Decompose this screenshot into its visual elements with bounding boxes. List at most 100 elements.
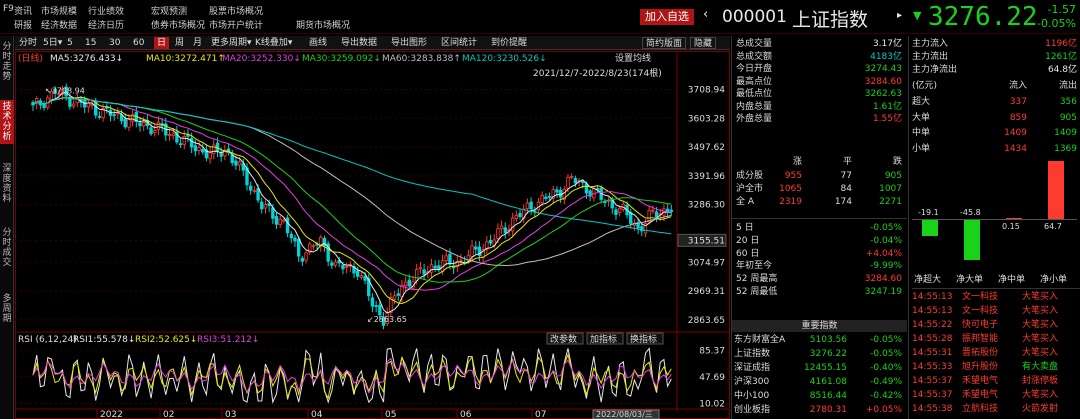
rsi-switch-indicator-button[interactable] (626, 332, 664, 345)
candle-up (90, 104, 94, 106)
period-tab[interactable]: 60 (133, 38, 145, 48)
y-tick-label: 3497.62 (688, 143, 725, 153)
period-tab[interactable]: 周 (175, 38, 185, 48)
prev-arrow-icon[interactable]: ‹ (703, 7, 709, 22)
left-tab-1[interactable]: 技术分析 (0, 100, 14, 144)
ma-legend: MA30:3259.092↓ (302, 54, 381, 64)
menu-item[interactable]: 行业绩效 (88, 7, 125, 17)
hide-button[interactable]: 隐藏 (690, 37, 717, 49)
trade-stock[interactable]: 文一科技 (962, 292, 999, 302)
candle-down (558, 189, 563, 198)
divider (732, 218, 907, 219)
simple-layout-button[interactable]: 简约版面 (642, 37, 687, 49)
range-label: 2021/12/7-2022/8/23(174根) (533, 67, 662, 79)
candle-down (503, 227, 507, 233)
trade-stock[interactable]: 快可电子 (962, 320, 999, 330)
candle-up (459, 259, 463, 262)
rsi-switch-indicator-button-label[interactable]: 换指标 (630, 333, 657, 345)
period-tab[interactable]: 15 (85, 38, 97, 48)
trade-stock[interactable]: 禾望电气 (962, 376, 999, 386)
tool-button[interactable]: 导出数据 (341, 38, 378, 48)
candle-down (138, 122, 142, 127)
period-label: 60 日 (736, 248, 760, 259)
left-tab-4[interactable]: 多周期 (0, 292, 14, 326)
stat-value: 3284.60 (864, 76, 902, 87)
period-tab[interactable]: 更多周期▾ (211, 38, 252, 48)
rsi-add-indicator-button-label[interactable]: 加指标 (590, 333, 617, 345)
menu-item[interactable]: 市场开户统计 (209, 21, 264, 31)
menu-item[interactable]: 研报 (14, 21, 33, 31)
period-tab[interactable]: 5 (67, 38, 73, 48)
period-tab[interactable]: 5日▾ (43, 38, 63, 48)
candle-up (101, 108, 105, 118)
period-tab[interactable]: 30 (109, 38, 121, 48)
flow-bar-label: 净中单 (998, 275, 1026, 285)
tool-button[interactable]: 导出图形 (391, 38, 428, 48)
ma-legend: MA10:3272.471↑ (146, 54, 225, 64)
period-tab[interactable]: 日 (154, 37, 170, 49)
add-to-watchlist-button[interactable]: 加入自选 (640, 9, 694, 25)
menu-item[interactable]: 资讯 (14, 7, 33, 17)
index-name[interactable]: 上证指数 (734, 349, 771, 359)
trade-time: 14:55:13 (912, 306, 953, 316)
trade-stock[interactable]: 振邦智能 (962, 334, 999, 344)
top-bar: F9 资讯 市场规模 行业绩效 宏观预测 股票市场概况 研报 经济数据 经济日历 债券市场概况市… (0, 0, 1080, 34)
stat-label: 今日开盘 (736, 64, 773, 74)
left-tab-3[interactable]: 分时成交 (0, 226, 14, 270)
rsi-add-indicator-button[interactable] (586, 332, 624, 345)
trade-stock[interactable]: 文一科技 (962, 306, 999, 316)
left-tab-2[interactable]: 深度资料 (0, 162, 14, 206)
candle-down (293, 237, 297, 242)
index-name[interactable]: 深证成指 (734, 363, 771, 373)
period-value: -0.05% (870, 223, 902, 233)
trade-stock[interactable]: 禾望电气 (962, 390, 999, 400)
chart-toolbar: 分时 5日▾ 5 15 30 60 日周月更多周期▾ K线叠加▾ 画线 导出数据 导出图形 区间统计 到… (15, 36, 730, 50)
menu-item[interactable]: 股票市场概况 (209, 7, 264, 17)
low-marker-label: ↙2863.65 (367, 315, 407, 324)
flow-table-header: 流出 (1058, 81, 1077, 91)
menu-item[interactable]: 市场规模 (41, 7, 78, 17)
candle-up (333, 261, 338, 266)
index-name[interactable]: 创业板指 (734, 405, 771, 415)
rsi-edit-params-button[interactable] (546, 332, 584, 345)
breadth-label: 全 A (736, 197, 755, 207)
candle-down (374, 305, 378, 308)
tool-button[interactable]: 到价提醒 (491, 38, 528, 48)
kline-chart[interactable]: (日线) MA5:3276.433↓ MA10:3272.471↑MA20:3252… (15, 51, 730, 419)
tool-button[interactable]: 区间统计 (441, 38, 478, 48)
candle-down (112, 114, 116, 117)
candle-up (86, 102, 91, 108)
index-name[interactable]: 中小100 (734, 391, 770, 401)
candle-down (274, 216, 279, 225)
rsi1-line (32, 347, 672, 404)
candle-down (123, 118, 127, 128)
menu-item[interactable]: 债券市场概况 (151, 21, 206, 31)
period-tab[interactable]: 月 (193, 38, 203, 48)
period-label: 5 日 (736, 223, 754, 233)
set-ma-button[interactable]: 设置均线 (615, 52, 651, 64)
tool-button[interactable]: 画线 (309, 38, 328, 48)
menu-item[interactable]: 期货市场概况 (296, 21, 351, 31)
trade-stock[interactable]: 晋拓股份 (962, 348, 999, 358)
tool-button[interactable]: K线叠加▾ (255, 38, 293, 48)
menu-item[interactable]: 宏观预测 (151, 7, 188, 17)
candle-down (300, 257, 305, 262)
index-name[interactable]: 东方财富全A (734, 335, 786, 345)
next-arrow-icon[interactable]: ▸ (897, 10, 903, 21)
rsi-tick-label: 47.69 (699, 373, 725, 383)
period-tab[interactable]: 分时 (19, 38, 38, 48)
trade-stock[interactable]: 旭升股份 (962, 362, 999, 372)
menu-item[interactable]: 经济数据 (41, 21, 78, 31)
candle-down (248, 185, 253, 191)
index-name[interactable]: 沪深300 (734, 377, 770, 387)
left-tab-0[interactable]: 分时走势 (0, 40, 14, 84)
menu-item[interactable]: 经济日历 (88, 21, 125, 31)
candle-up (415, 269, 419, 282)
left-tab-char: 深 (2, 164, 12, 174)
candle-up (282, 219, 286, 222)
left-tab-char: 分 (2, 228, 12, 238)
rsi-edit-params-button-label[interactable]: 改参数 (550, 333, 577, 345)
trade-time: 14:55:28 (912, 334, 953, 344)
candle-up (197, 147, 201, 151)
trade-stock[interactable]: 立航科技 (962, 404, 999, 414)
